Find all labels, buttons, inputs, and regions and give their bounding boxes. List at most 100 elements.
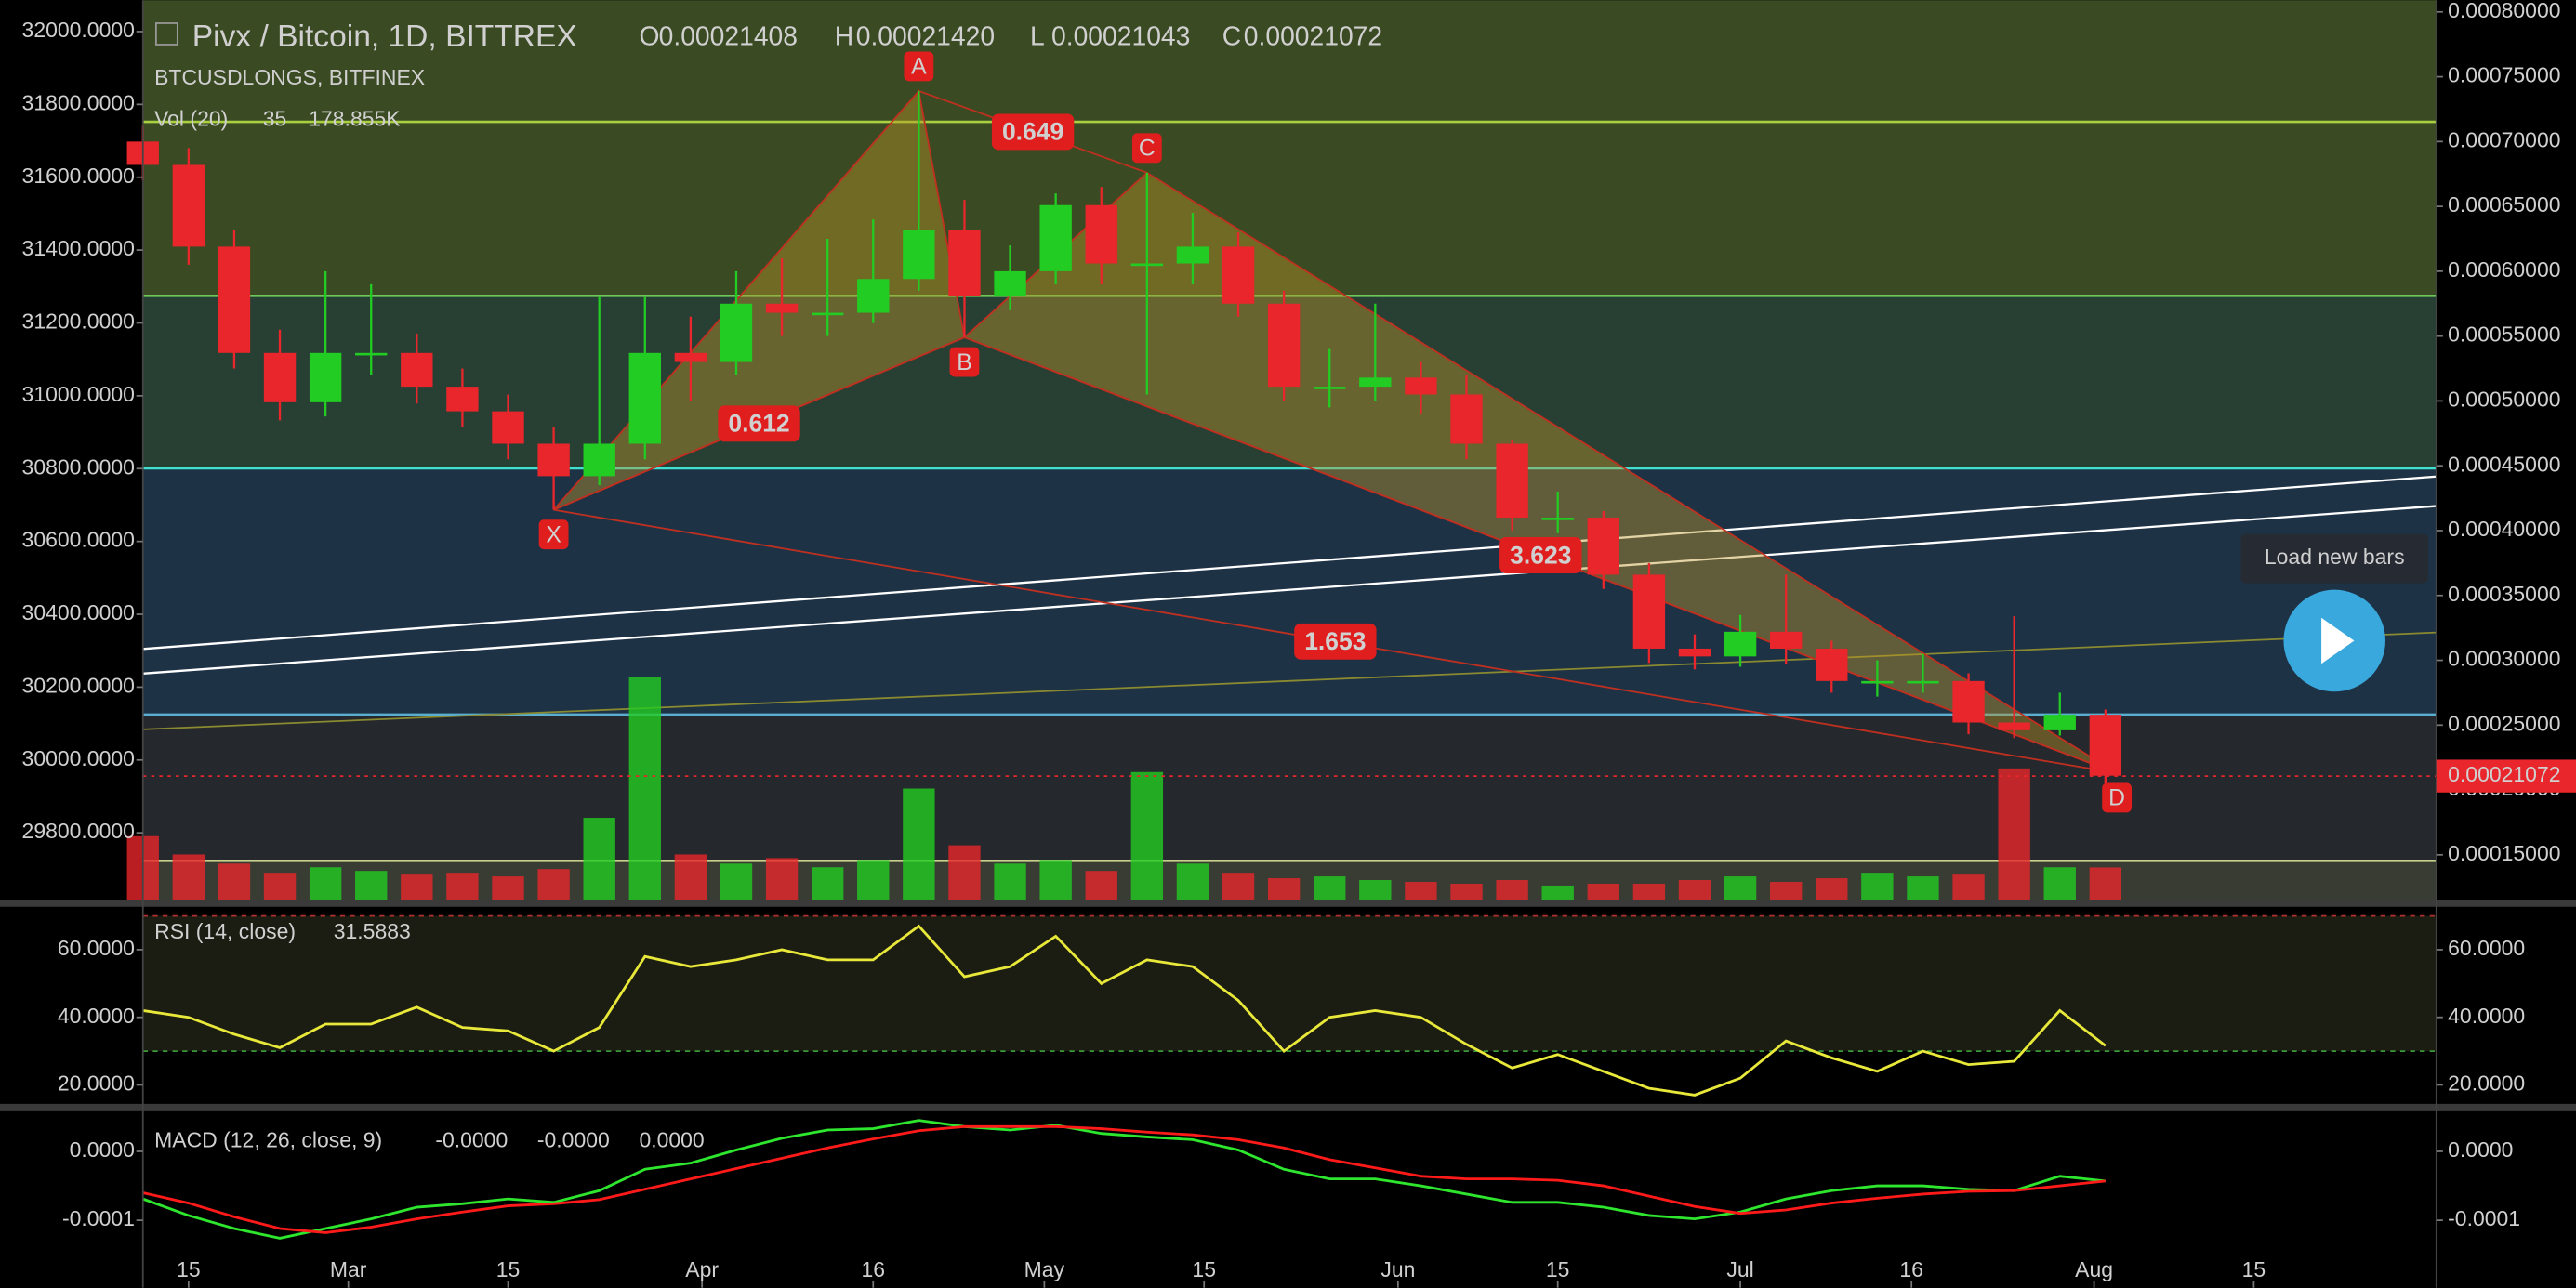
- volume-bar: [674, 854, 707, 900]
- ratio-box: [1499, 537, 1582, 573]
- last-price-label: 0.00021072: [2448, 762, 2560, 786]
- candle-body: [1130, 263, 1164, 267]
- ohlc-value: 0.00021072: [1244, 20, 1382, 50]
- y-tick-label: 0.0000: [2448, 1137, 2513, 1162]
- volume-bar: [1816, 878, 1848, 900]
- volume-bar: [720, 863, 753, 900]
- volume-bar: [1405, 881, 1437, 900]
- candle-body: [720, 303, 753, 362]
- volume-bar: [1314, 876, 1346, 900]
- candle-body: [1176, 246, 1209, 264]
- y-tick-label: 0.00080000: [2448, 0, 2560, 22]
- y-tick-label: 0.00045000: [2448, 452, 2560, 476]
- candle-body: [857, 279, 890, 313]
- ratio-label: 0.649: [1002, 118, 1063, 146]
- y-tick-label: 29800.0000: [22, 819, 135, 843]
- pattern-point-box: [2102, 782, 2133, 813]
- subtitle: BTCUSDLONGS, BITFINEX: [154, 65, 425, 89]
- volume-bar: [628, 677, 661, 900]
- candle-body: [1587, 518, 1619, 575]
- volume-bar: [857, 860, 890, 900]
- x-tick-label: Apr: [685, 1257, 719, 1281]
- ratio-label: 0.612: [728, 410, 789, 438]
- volume-bar: [1678, 880, 1711, 900]
- y-tick-label: 40.0000: [2448, 1004, 2525, 1028]
- y-tick-label: 0.00040000: [2448, 517, 2560, 541]
- y-tick-label: 31400.0000: [22, 236, 135, 260]
- macd-readout-value: 0.0000: [639, 1128, 704, 1152]
- candle-body: [355, 352, 388, 356]
- volume-bar: [583, 818, 615, 900]
- volume-bar: [1724, 876, 1757, 900]
- pattern-point-label: X: [546, 522, 561, 547]
- x-tick-label: 16: [1899, 1257, 1923, 1281]
- tooltip-text: Load new bars: [2265, 545, 2405, 569]
- candle-body: [1678, 648, 1711, 657]
- volume-bar: [765, 858, 799, 900]
- ohlc-key: L: [1030, 20, 1045, 50]
- ohlc-value: 0.00021408: [659, 20, 798, 50]
- candle-body: [994, 270, 1026, 296]
- zone: [142, 0, 2437, 296]
- y-tick-label: 30200.0000: [22, 673, 135, 697]
- trend-line: [142, 475, 2437, 651]
- y-tick-label: 0.00055000: [2448, 322, 2560, 347]
- volume-bar: [1587, 883, 1619, 900]
- y-tick-label: 0.00015000: [2448, 841, 2560, 865]
- volume-bar: [172, 854, 205, 900]
- volume-bar: [948, 845, 981, 900]
- volume-bar: [263, 873, 297, 900]
- candle-body: [1724, 631, 1757, 657]
- tooltip: [2240, 533, 2428, 584]
- volume-bar: [1769, 881, 1803, 900]
- candle-body: [2089, 715, 2122, 776]
- candle-body: [811, 312, 844, 316]
- ratio-label: 1.653: [1304, 627, 1366, 655]
- y-tick-label: 32000.0000: [22, 18, 135, 42]
- rsi-value: 31.5883: [334, 919, 411, 943]
- candle-body: [1496, 443, 1528, 519]
- y-tick-label: 31600.0000: [22, 164, 135, 188]
- x-tick-label: 15: [1192, 1257, 1216, 1281]
- volume-bar: [1861, 873, 1894, 900]
- y-tick-label: 40.0000: [58, 1004, 135, 1028]
- macd-title: MACD (12, 26, close, 9): [154, 1128, 382, 1152]
- ratio-box: [1294, 623, 1377, 660]
- collapse-icon[interactable]: [155, 22, 178, 46]
- y-tick-label: 60.0000: [58, 936, 135, 960]
- trend-line: [142, 631, 2437, 730]
- volume-bar: [1130, 771, 1164, 900]
- ohlc-readout: O 0.00021408 H 0.00021420 L 0.00021043 C 0.0002…: [639, 20, 1382, 50]
- series-line: [142, 1124, 2106, 1234]
- candle-body: [948, 230, 981, 296]
- volume-bar: [218, 863, 251, 900]
- y-tick-label: 30600.0000: [22, 528, 135, 552]
- y-tick-label: 0.00030000: [2448, 647, 2560, 671]
- y-tick-label: 60.0000: [2448, 936, 2525, 960]
- x-tick-label: 15: [177, 1257, 201, 1281]
- candle-body: [903, 230, 935, 280]
- candle-body: [1039, 204, 1072, 271]
- candle-body: [263, 352, 297, 402]
- volume-title: Vol (20): [154, 106, 228, 130]
- y-tick-label: 0.00025000: [2448, 711, 2560, 735]
- volume-bar: [1039, 860, 1072, 900]
- pattern-point-box: [904, 51, 934, 82]
- ohlc-key: O: [639, 20, 659, 50]
- volume-bar: [355, 871, 388, 900]
- zone: [142, 714, 2437, 861]
- ratio-label: 3.623: [1510, 541, 1571, 569]
- pattern-point-box: [949, 347, 980, 377]
- y-tick-label: 0.00070000: [2448, 127, 2560, 151]
- x-tick-label: Jul: [1726, 1257, 1753, 1281]
- volume-bar: [1998, 768, 2030, 900]
- volume-length: 35: [263, 106, 287, 130]
- last-price-box: [2436, 759, 2576, 793]
- plot: [126, 88, 2437, 1240]
- y-tick-label: 31800.0000: [22, 90, 135, 114]
- trend-line: [142, 505, 2437, 675]
- candle-body: [1998, 722, 2030, 730]
- candle-body: [309, 352, 342, 402]
- volume-bar: [1085, 871, 1117, 900]
